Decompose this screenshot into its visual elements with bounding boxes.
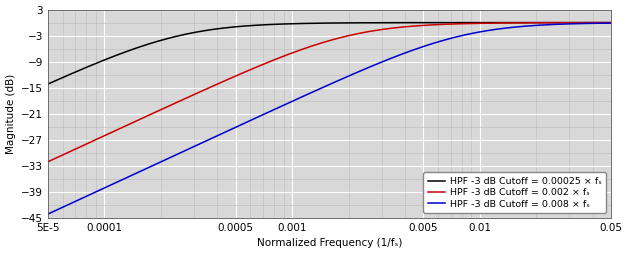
- HPF -3 dB Cutoff = 0.008 × fₛ: [44, 213, 51, 216]
- HPF -3 dB Cutoff = 0.00025 × fₛ: [109, 55, 116, 58]
- HPF -3 dB Cutoff = 0.002 × fₛ: [536, 21, 543, 24]
- HPF -3 dB Cutoff = 0.00025 × fₛ: [44, 83, 51, 86]
- HPF -3 dB Cutoff = 0.002 × fₛ: [596, 21, 604, 24]
- HPF -3 dB Cutoff = 0.00025 × fₛ: [607, 21, 615, 24]
- X-axis label: Normalized Frequency (1/fₛ): Normalized Frequency (1/fₛ): [257, 239, 402, 248]
- Legend: HPF -3 dB Cutoff = 0.00025 × fₛ, HPF -3 dB Cutoff = 0.002 × fₛ, HPF -3 dB Cutoff: HPF -3 dB Cutoff = 0.00025 × fₛ, HPF -3 …: [423, 172, 606, 213]
- HPF -3 dB Cutoff = 0.00025 × fₛ: [142, 43, 149, 46]
- HPF -3 dB Cutoff = 0.00025 × fₛ: [536, 21, 543, 24]
- HPF -3 dB Cutoff = 0.008 × fₛ: [607, 22, 615, 25]
- HPF -3 dB Cutoff = 0.008 × fₛ: [142, 167, 149, 170]
- HPF -3 dB Cutoff = 0.002 × fₛ: [284, 53, 292, 56]
- HPF -3 dB Cutoff = 0.002 × fₛ: [142, 115, 149, 118]
- HPF -3 dB Cutoff = 0.00025 × fₛ: [260, 23, 268, 26]
- HPF -3 dB Cutoff = 0.008 × fₛ: [596, 22, 604, 25]
- HPF -3 dB Cutoff = 0.00025 × fₛ: [596, 21, 604, 24]
- HPF -3 dB Cutoff = 0.002 × fₛ: [260, 62, 268, 66]
- Line: HPF -3 dB Cutoff = 0.002 × fₛ: HPF -3 dB Cutoff = 0.002 × fₛ: [48, 23, 611, 162]
- HPF -3 dB Cutoff = 0.002 × fₛ: [44, 160, 51, 163]
- HPF -3 dB Cutoff = 0.008 × fₛ: [260, 113, 268, 116]
- HPF -3 dB Cutoff = 0.00025 × fₛ: [284, 22, 292, 25]
- HPF -3 dB Cutoff = 0.002 × fₛ: [607, 21, 615, 24]
- HPF -3 dB Cutoff = 0.008 × fₛ: [536, 24, 543, 27]
- Line: HPF -3 dB Cutoff = 0.008 × fₛ: HPF -3 dB Cutoff = 0.008 × fₛ: [48, 23, 611, 214]
- HPF -3 dB Cutoff = 0.002 × fₛ: [109, 131, 116, 134]
- HPF -3 dB Cutoff = 0.008 × fₛ: [109, 183, 116, 186]
- Line: HPF -3 dB Cutoff = 0.00025 × fₛ: HPF -3 dB Cutoff = 0.00025 × fₛ: [48, 23, 611, 84]
- Y-axis label: Magnitude (dB): Magnitude (dB): [6, 74, 16, 154]
- HPF -3 dB Cutoff = 0.008 × fₛ: [284, 102, 292, 105]
